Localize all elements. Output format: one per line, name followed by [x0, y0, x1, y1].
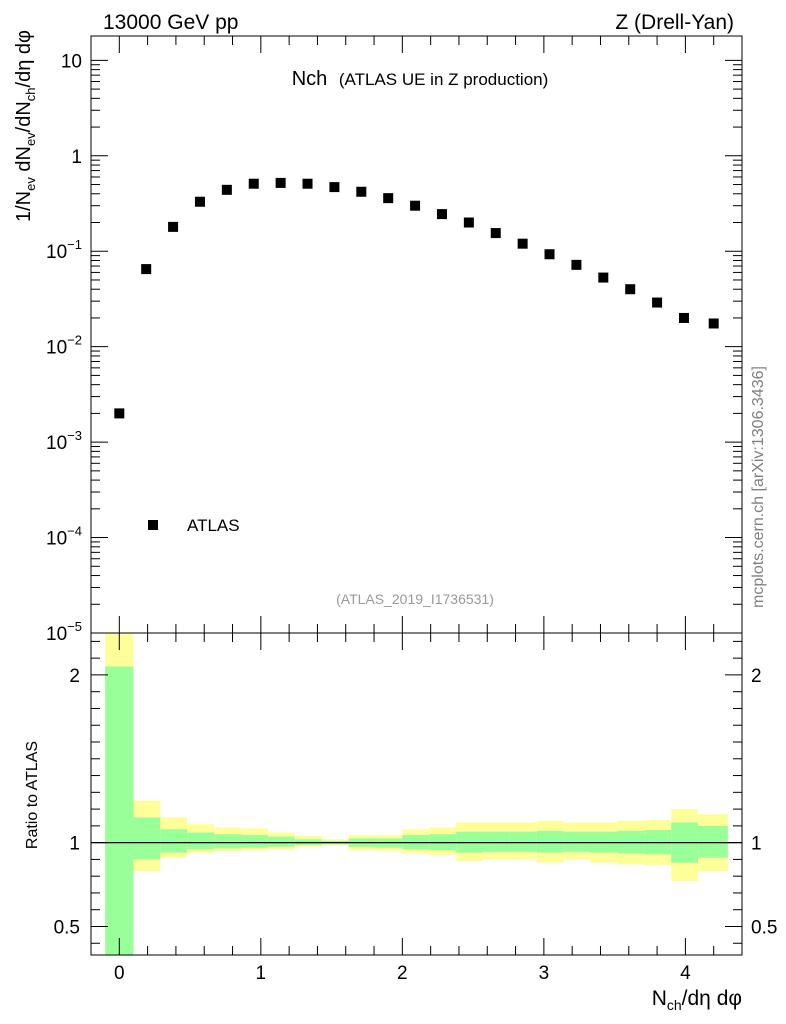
band-inner [563, 831, 591, 852]
data-point [625, 284, 636, 295]
data-point [248, 178, 259, 189]
data-point [598, 272, 609, 283]
y-tick-label: 10−5 [46, 619, 82, 645]
ratio-y-tick-label-right: 1 [751, 834, 762, 855]
ratio-y-tick-label-left: 1 [69, 834, 80, 855]
y-tick-label: 10−2 [46, 333, 82, 359]
y-tick-label: 1 [71, 147, 82, 168]
title-sub: (ATLAS UE in Z production) [339, 70, 548, 89]
watermark: mcplots.cern.ch [arXiv:1306.3436] [750, 366, 767, 608]
top-frame [90, 35, 743, 634]
data-point [436, 209, 447, 220]
data-point [708, 318, 719, 329]
x-tick-label: 0 [114, 963, 125, 984]
band-inner [267, 836, 295, 847]
data-point [544, 249, 555, 260]
data-point [194, 196, 205, 207]
chart-title: Nch (ATLAS UE in Z production) [292, 68, 549, 90]
band-inner [133, 817, 161, 860]
data-point [571, 259, 582, 270]
ratio-y-tick-label-right: 0.5 [751, 917, 777, 938]
data-point [463, 217, 474, 228]
ratio-y-tick-label-right: 2 [751, 666, 762, 687]
ylabel-part-6: /dη dφ [13, 30, 35, 87]
data-point [383, 193, 394, 204]
x-tick-label: 1 [256, 963, 267, 984]
data-point [302, 178, 313, 189]
header-right: Z (Drell-Yan) [615, 11, 734, 34]
legend-marker [148, 520, 158, 530]
y-tick-label: 10−1 [46, 237, 82, 263]
band-inner [105, 666, 134, 955]
data-point [410, 200, 421, 211]
title-main: Nch [292, 68, 328, 90]
ylabel-part-5: ch [23, 87, 38, 101]
data-point [329, 182, 340, 193]
xlabel-part-1: ch [667, 997, 682, 1013]
band-inner [160, 829, 188, 853]
legend-label: ATLAS [187, 516, 240, 535]
band-inner [483, 831, 510, 852]
data-point [114, 408, 125, 419]
band-inner [187, 832, 215, 850]
band-inner [214, 834, 242, 849]
ratio-ticks: 0.5 0.5 1 1 2 2 0 1 2 3 4 [54, 633, 777, 984]
data-points [114, 177, 719, 419]
data-point [678, 312, 689, 323]
bottom-frame [90, 632, 743, 956]
data-point [490, 228, 501, 239]
y-axis-label-top: 1/Nev dNev/dNch/dη dφ [13, 30, 38, 222]
y-tick-label: 10 [61, 51, 82, 72]
uncertainty-bands [91, 633, 742, 955]
header-left: 13000 GeV pp [103, 11, 238, 34]
analysis-id: (ATLAS_2019_I1736531) [336, 591, 494, 607]
band-inner [241, 835, 268, 848]
data-point [356, 186, 367, 197]
data-point [141, 264, 152, 275]
data-point [221, 184, 232, 195]
main-panel: Nch (ATLAS UE in Z production) (ATLAS_20… [13, 30, 743, 645]
ylabel-part-3: ev [23, 132, 38, 146]
data-point [517, 238, 528, 249]
y-tick-label: 10−3 [46, 428, 82, 454]
ratio-y-tick-label-left: 0.5 [54, 917, 80, 938]
y-tick-label: 10−4 [46, 524, 82, 550]
ylabel-part-2: dN [13, 146, 35, 177]
band-inner [536, 830, 564, 853]
band-inner [509, 831, 537, 852]
y-axis-label-ratio: Ratio to ATLAS [24, 741, 41, 849]
ylabel-part-1: ev [23, 177, 38, 191]
band-inner [698, 825, 728, 858]
x-tick-label: 4 [680, 963, 691, 984]
xlabel-part-2: /dη dφ [682, 987, 742, 1010]
x-tick-label: 2 [397, 963, 408, 984]
data-point [168, 221, 179, 232]
ratio-panel: 0.5 0.5 1 1 2 2 0 1 2 3 4 Ratio to ATLAS Nch/dη dφ [24, 633, 777, 1013]
top-y-ticks: 10 1 10−1 10−2 10−3 10−4 10−5 [46, 36, 743, 645]
ylabel-part-4: /dN [13, 101, 35, 132]
data-point [275, 177, 286, 188]
data-point [652, 297, 663, 308]
x-axis-label: Nch/dη dφ [652, 987, 742, 1013]
x-tick-label: 3 [539, 963, 550, 984]
xlabel-part-0: N [652, 987, 667, 1010]
ratio-y-tick-label-left: 2 [69, 666, 80, 687]
ylabel-part-0: 1/N [13, 191, 35, 222]
